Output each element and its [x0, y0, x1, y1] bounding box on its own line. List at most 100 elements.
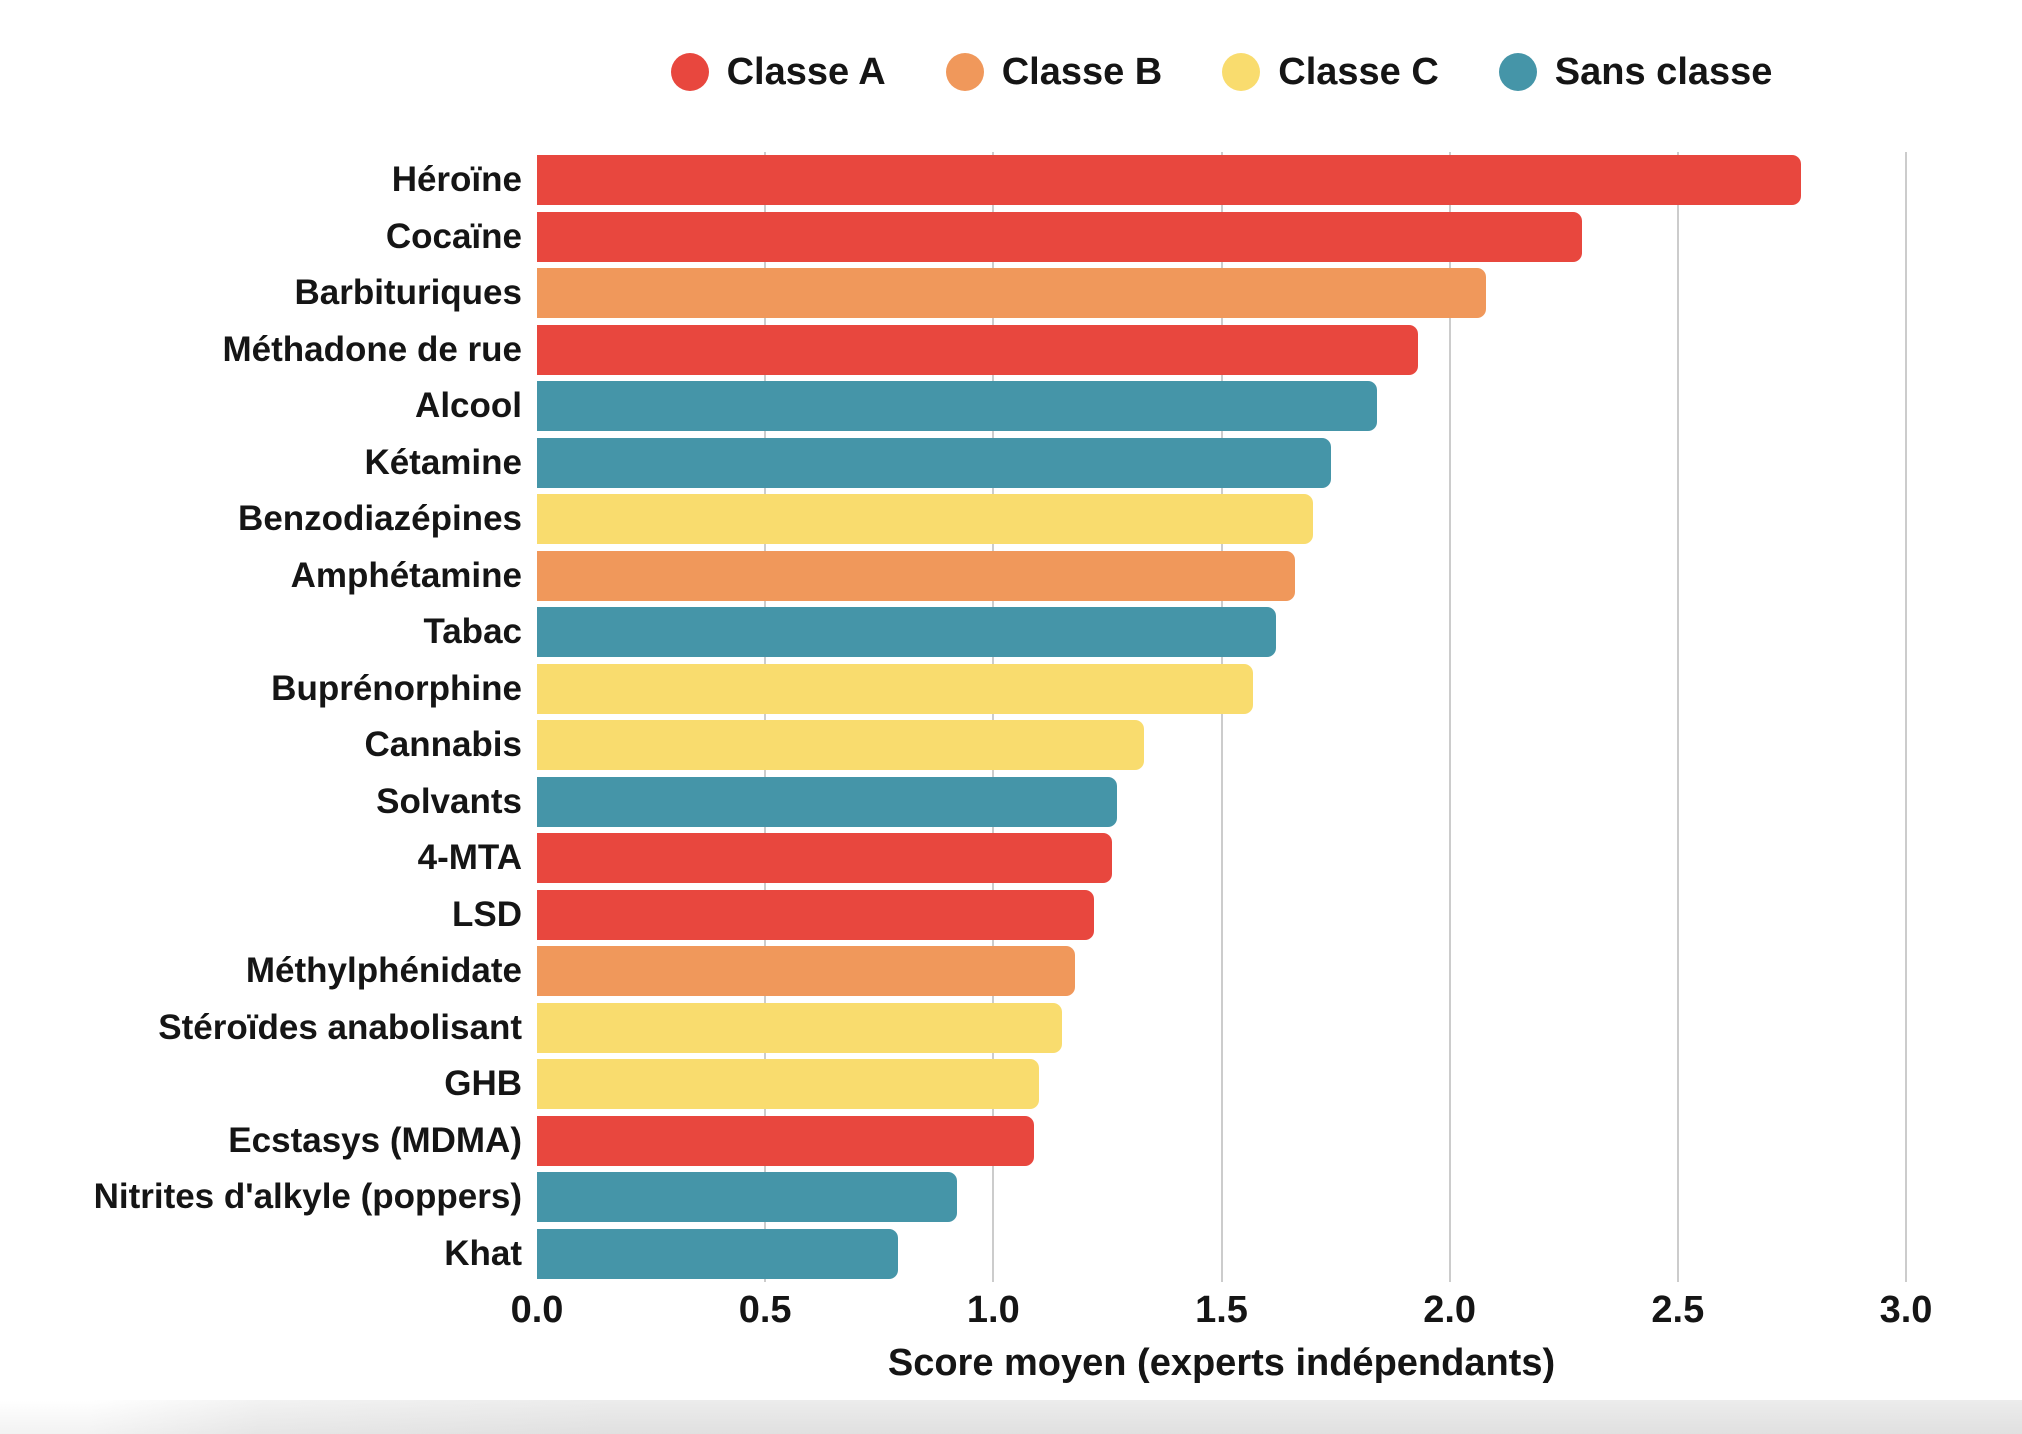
bar: [537, 946, 1076, 997]
legend: Classe A Classe B Classe C Sans classe: [537, 44, 1906, 100]
legend-item: Classe C: [1222, 51, 1439, 94]
bar-row: [537, 1056, 1906, 1113]
category-label: Amphétamine: [290, 555, 522, 595]
category-label-row: Buprénorphine: [10, 661, 522, 718]
bar-row: [537, 435, 1906, 492]
category-label: Solvants: [376, 781, 522, 821]
category-label: Kétamine: [364, 442, 522, 482]
category-label-row: Tabac: [10, 604, 522, 661]
x-tick-label: 1.0: [966, 1289, 1020, 1331]
bar-row: [537, 1000, 1906, 1057]
legend-item: Classe A: [670, 50, 886, 94]
bar: [537, 607, 1277, 658]
bar-row: [537, 1169, 1906, 1226]
bar-row: [537, 661, 1906, 718]
category-label: Héroïne: [391, 160, 522, 200]
legend-item: Classe B: [945, 50, 1163, 94]
gridline: [1220, 152, 1223, 1282]
category-label: Buprénorphine: [271, 668, 522, 708]
category-label: Barbituriques: [294, 273, 522, 313]
category-label-row: 4-MTA: [10, 830, 522, 887]
category-label: Cannabis: [364, 725, 522, 765]
bar: [537, 1228, 898, 1279]
legend-swatch-classe_a-icon: [670, 53, 709, 91]
category-label: Cocaïne: [385, 216, 522, 256]
category-label: Méthylphénidate: [245, 951, 522, 991]
bar: [537, 833, 1112, 884]
category-label: Alcool: [415, 386, 522, 426]
bar-row: [537, 209, 1906, 266]
bar-row: [537, 887, 1906, 944]
gridline: [764, 152, 767, 1282]
category-label-row: GHB: [10, 1056, 522, 1113]
plot-area: [537, 152, 1907, 1283]
category-label: LSD: [452, 894, 522, 934]
category-label-row: Ecstasys (MDMA): [10, 1113, 522, 1170]
bar-row: [537, 265, 1906, 322]
bar-row: [537, 604, 1906, 661]
bar-row: [537, 548, 1906, 605]
bar: [537, 663, 1254, 714]
bar: [537, 211, 1582, 262]
bar: [537, 1115, 1035, 1166]
x-tick-label: 3.0: [1879, 1289, 1933, 1331]
bar: [537, 268, 1487, 319]
x-axis-ticks: 0.0 0.5 1.0 1.5 2.0 2.5 3.0: [511, 1289, 1933, 1337]
gridline: [992, 152, 995, 1282]
bar: [537, 720, 1144, 771]
x-tick-label: 2.0: [1423, 1289, 1477, 1331]
bar: [537, 155, 1802, 206]
category-labels: Héroïne Cocaïne Barbituriques Méthadone …: [10, 152, 522, 1282]
category-label-row: Barbituriques: [10, 265, 522, 322]
bar: [537, 1002, 1062, 1053]
category-label-row: Cocaïne: [10, 209, 522, 266]
bar-row: [537, 774, 1906, 831]
bar-row: [537, 717, 1906, 774]
gridline: [1905, 152, 1907, 1282]
bar: [537, 437, 1332, 488]
category-label-row: LSD: [10, 887, 522, 944]
footer-band: [0, 1400, 2022, 1434]
category-label: GHB: [444, 1064, 522, 1104]
legend-swatch-classe_b-icon: [945, 53, 984, 91]
gridlines: [537, 152, 1907, 1282]
legend-item: Sans classe: [1498, 51, 1772, 94]
bar: [537, 889, 1094, 940]
category-label: Khat: [444, 1233, 522, 1273]
bar: [537, 324, 1418, 375]
x-axis-title: Score moyen (experts indépendants): [887, 1342, 1556, 1384]
legend-label: Classe A: [726, 50, 886, 93]
category-label-row: Méthylphénidate: [10, 943, 522, 1000]
bar-row: [537, 943, 1906, 1000]
category-label-row: Kétamine: [10, 435, 522, 492]
category-label-row: Méthadone de rue: [10, 322, 522, 379]
legend-label: Classe B: [1001, 50, 1163, 93]
legend-swatch-classe_c-icon: [1222, 53, 1261, 91]
category-label-row: Solvants: [10, 774, 522, 831]
bar: [537, 1172, 957, 1223]
bar-row: [537, 491, 1906, 548]
legend-label: Classe C: [1278, 50, 1439, 93]
bar: [537, 381, 1377, 432]
gridline: [1448, 152, 1451, 1282]
bar-row: [537, 1113, 1906, 1170]
x-tick-label: 1.5: [1195, 1289, 1248, 1331]
bar-row: [537, 1226, 1906, 1283]
category-label: Stéroïdes anabolisant: [158, 1007, 522, 1047]
bar: [537, 1059, 1039, 1110]
bar: [537, 776, 1117, 827]
x-tick-label: 0.0: [510, 1289, 564, 1331]
category-label-row: Alcool: [10, 378, 522, 435]
bar-row: [537, 322, 1906, 379]
x-tick-label: 0.5: [738, 1289, 792, 1331]
category-label: Ecstasys (MDMA): [228, 1120, 522, 1160]
bar-row: [537, 378, 1906, 435]
category-label-row: Amphétamine: [10, 548, 522, 605]
legend-swatch-sans_classe-icon: [1498, 53, 1537, 91]
bar: [537, 494, 1313, 545]
category-label-row: Cannabis: [10, 717, 522, 774]
category-label-row: Héroïne: [10, 152, 522, 209]
bar: [537, 550, 1295, 601]
category-label-row: Benzodiazépines: [10, 491, 522, 548]
